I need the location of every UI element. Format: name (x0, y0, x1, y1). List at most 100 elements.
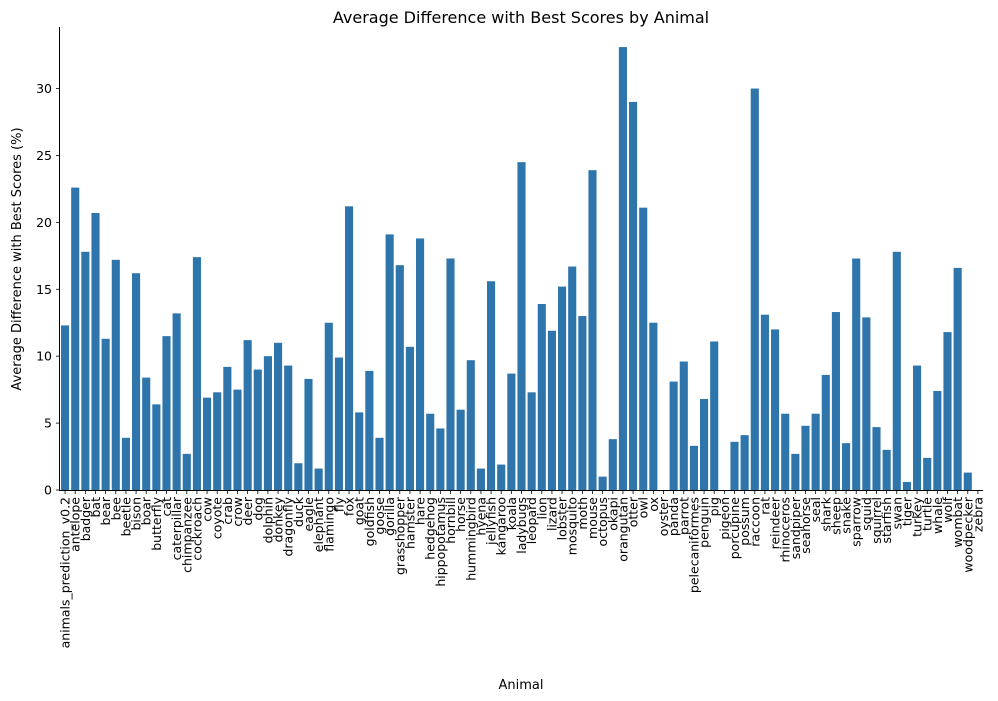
x-tick-label: penguin (697, 497, 712, 548)
bar-turtle (923, 457, 932, 490)
x-tick-label: hippopotamus (433, 497, 448, 587)
x-tick-label: fly (331, 496, 346, 512)
x-tick-label: turtle (920, 497, 935, 531)
bar-moth (578, 316, 587, 490)
bar-rhinoceros (781, 413, 790, 490)
bar-lion (537, 304, 546, 490)
x-tick-label: coyote (210, 497, 225, 539)
bar-hare (416, 238, 425, 490)
bar-otter (629, 101, 638, 490)
x-tick-label: lobster (555, 496, 570, 540)
bar-goat (355, 412, 364, 490)
bar-bat (91, 213, 100, 490)
bar-squirrel (872, 427, 881, 490)
x-tick-label: dog (250, 497, 265, 521)
x-tick-label: raccoon (747, 497, 762, 547)
x-tick-label: hamster (402, 496, 417, 549)
x-tick-label: badger (78, 496, 93, 541)
x-tick-label: goose (372, 497, 387, 535)
x-tick-label: kangaroo (494, 497, 509, 555)
bar-fly (334, 357, 343, 490)
x-tick-label: rhinoceros (778, 497, 793, 562)
x-tick-label: horse (453, 497, 468, 532)
bar-orangutan (618, 47, 627, 490)
bar-swan (892, 251, 901, 490)
bar-boar (142, 377, 151, 490)
y-tick-label: 5 (44, 416, 52, 431)
bar-penguin (700, 399, 709, 490)
x-tick-label: caterpillar (169, 496, 184, 560)
bar-hedgehog (426, 413, 435, 490)
x-tick-label: flamingo (321, 497, 336, 552)
bar-beetle (121, 437, 130, 490)
x-tick-label: parrot (676, 497, 691, 535)
bar-eagle (304, 378, 313, 490)
x-tick-label: pelecaniformes (686, 497, 701, 593)
x-tick-label: sparrow (849, 497, 864, 547)
bar-mosquito (568, 266, 577, 490)
bar-turkey (913, 365, 922, 490)
bar-cow (203, 397, 212, 490)
y-tick-label: 10 (36, 349, 52, 364)
bar-woodpecker (963, 472, 972, 490)
x-tick-label: bee (108, 497, 123, 521)
bar-lobster (558, 286, 567, 490)
bar-whale (933, 390, 942, 490)
x-tick-label: cockroach (189, 497, 204, 561)
x-tick-label: dragonfly (281, 496, 296, 556)
x-tick-label: reindeer (768, 496, 783, 549)
chart-title: Average Difference with Best Scores by A… (333, 8, 709, 27)
x-tick-label: boar (139, 496, 154, 525)
bar-ox (649, 322, 658, 490)
bar-possum (740, 435, 749, 490)
bar-dragonfly (284, 365, 293, 490)
bar-lizard (547, 330, 556, 490)
bar-sheep (831, 312, 840, 490)
bar-animals-prediction-v0-2 (61, 325, 70, 490)
x-axis-label: Animal (499, 678, 544, 693)
x-tick-label: sheep (828, 497, 843, 535)
x-tick-label: jellyfish (484, 497, 499, 546)
bar-kangaroo (497, 464, 506, 490)
x-tick-label: seal (808, 497, 823, 522)
bar-hornbill (446, 258, 455, 490)
bar-pig (710, 341, 719, 490)
x-tick-label: ladybugs (514, 497, 529, 554)
x-tick-label: mosquito (565, 497, 580, 555)
x-tick-label: panda (666, 497, 681, 536)
bar-rat (760, 314, 769, 490)
x-tick-label: tiger (899, 496, 914, 526)
x-tick-label: seahorse (798, 497, 813, 554)
bars-group (61, 47, 972, 491)
bar-goldfish (365, 370, 374, 490)
y-axis-ticks: 0 5 10 15 20 25 30 (36, 81, 60, 498)
bar-wolf (943, 332, 952, 490)
x-tick-label: cow (200, 497, 215, 522)
bar-horse (456, 409, 465, 490)
bar-pelecaniformes (689, 445, 698, 490)
x-tick-label: hornbill (443, 497, 458, 544)
x-tick-label: bear (98, 496, 113, 525)
bar-antelope (71, 187, 80, 490)
x-tick-label: zebra (970, 497, 985, 532)
bar-goose (375, 437, 384, 490)
x-tick-label: koala (504, 497, 519, 530)
x-tick-label: porcupine (727, 497, 742, 560)
bar-dolphin (263, 356, 272, 490)
bar-bee (111, 259, 120, 490)
bar-owl (639, 207, 648, 490)
bar-jellyfish (487, 281, 496, 490)
x-tick-label: beetle (118, 497, 133, 537)
bar-duck (294, 463, 303, 490)
bar-chimpanzee (182, 453, 191, 490)
x-tick-label: donkey (271, 496, 286, 542)
y-tick-label: 20 (36, 215, 52, 230)
bar-parrot (679, 361, 688, 490)
x-tick-label: eagle (301, 497, 316, 532)
x-tick-label: hummingbird (463, 497, 478, 581)
bar-koala (507, 373, 516, 490)
x-tick-label: ox (646, 497, 661, 512)
bar-ladybugs (517, 162, 526, 490)
x-tick-label: oyster (656, 496, 671, 536)
y-tick-label: 30 (36, 81, 52, 96)
